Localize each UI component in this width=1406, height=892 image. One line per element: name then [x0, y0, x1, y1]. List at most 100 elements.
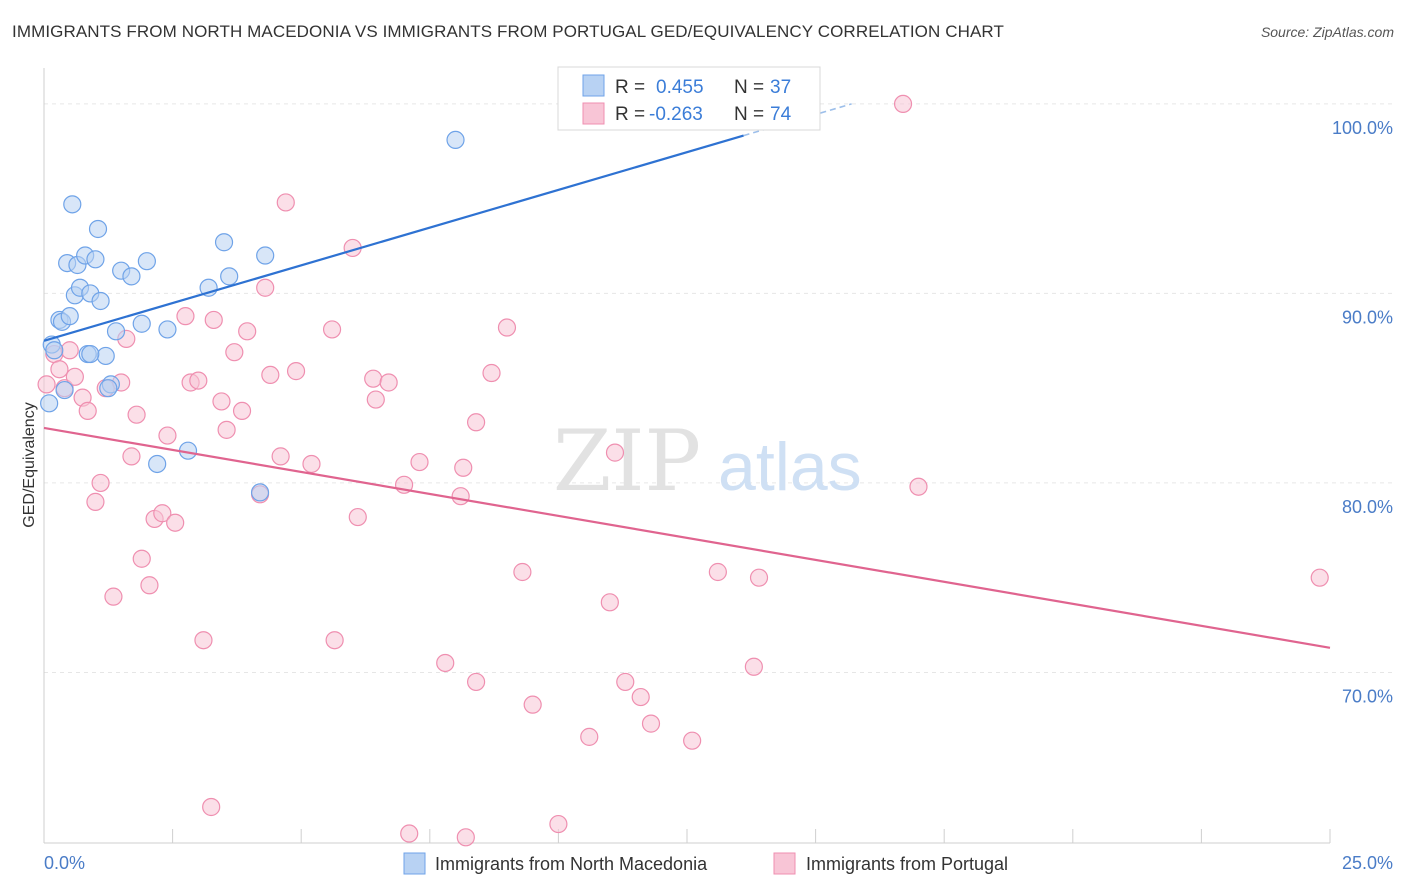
stats-legend-swatch-pink [582, 102, 605, 125]
stats-legend-r-label-pink: R = [615, 104, 645, 125]
portugal-point-31 [232, 401, 252, 421]
north-macedonia-point-7 [60, 307, 79, 326]
north-macedonia-point-30 [220, 267, 239, 286]
north-macedonia-point-18 [96, 346, 115, 366]
portugal-point-2 [50, 360, 69, 379]
watermark-zip: ZIP [553, 412, 701, 510]
portugal-point-67 [683, 731, 702, 750]
series-north-macedonia [40, 91, 743, 502]
portugal-point-60 [549, 814, 568, 834]
north-macedonia-point-8 [63, 195, 82, 214]
trend-lines [43, 103, 1331, 649]
north-macedonia-point-23 [132, 314, 151, 333]
portugal-point-27 [204, 310, 223, 330]
portugal-point-74 [1310, 568, 1329, 587]
y-tick-label-100: 100.0% [1332, 118, 1393, 138]
watermark-atlas: atlas [718, 429, 862, 505]
north-macedonia-point-25 [148, 454, 167, 474]
y-tick-label-70: 70.0% [1342, 686, 1393, 706]
portugal-point-0 [37, 375, 56, 394]
stats-legend-n-label-blue: N = [734, 77, 764, 98]
portugal-point-36 [271, 447, 290, 466]
portugal-point-68 [708, 562, 727, 582]
chart-title: IMMIGRANTS FROM NORTH MACEDONIA VS IMMIG… [12, 22, 1004, 41]
portugal-point-24 [189, 371, 208, 390]
portugal-point-50 [436, 653, 455, 673]
portugal-point-65 [631, 687, 650, 707]
portugal-point-44 [364, 369, 383, 388]
stats-legend-r-value-pink: -0.263 [649, 104, 703, 125]
portugal-point-34 [256, 278, 275, 297]
portugal-point-63 [605, 443, 625, 462]
portugal-point-8 [86, 492, 105, 511]
north-macedonia-point-20 [106, 322, 126, 341]
legend-label-north-macedonia: Immigrants from North Macedonia [435, 854, 708, 874]
portugal-point-32 [238, 322, 257, 341]
portugal-point-11 [104, 587, 123, 606]
y-axis-label: GED/Equivalency [21, 402, 38, 527]
portugal-point-45 [366, 390, 385, 409]
north-macedonia-point-15 [86, 250, 105, 269]
stats-legend-r-label-blue: R = [615, 77, 645, 98]
portugal-point-4 [60, 341, 79, 360]
stats-legend-n-value-pink: 74 [770, 104, 792, 125]
north-macedonia-point-16 [88, 219, 108, 239]
portugal-point-69 [744, 657, 763, 676]
stats-legend-r-value-blue: 0.455 [656, 77, 704, 98]
portugal-point-46 [379, 373, 398, 392]
north-macedonia-point-31 [250, 483, 270, 502]
x-axis-ticks [43, 829, 1331, 843]
portugal-point-54 [466, 413, 486, 432]
north-macedonia-point-5 [55, 380, 74, 400]
trend-portugal [43, 426, 1331, 649]
portugal-point-49 [410, 452, 429, 472]
north-macedonia-point-35 [99, 379, 118, 398]
stats-legend-swatch-blue [582, 74, 605, 97]
north-macedonia-point-2 [45, 341, 64, 360]
north-macedonia-point-29 [214, 233, 234, 252]
legend-swatch-portugal [773, 852, 796, 875]
portugal-point-38 [286, 362, 306, 381]
portugal-point-51 [451, 487, 470, 506]
trend-north-macedonia [43, 134, 744, 342]
chart-source: Source: ZipAtlas.com [1260, 24, 1394, 40]
portugal-point-15 [127, 405, 146, 424]
portugal-point-26 [202, 797, 221, 817]
portugal-point-61 [580, 727, 599, 746]
stats-legend-n-label-pink: N = [734, 104, 764, 125]
series-legend: Immigrants from North Macedonia Immigran… [403, 852, 1008, 875]
portugal-point-7 [78, 401, 97, 421]
portugal-point-19 [153, 504, 172, 523]
portugal-point-30 [225, 343, 244, 362]
portugal-point-5 [65, 367, 84, 386]
portugal-point-53 [456, 828, 475, 847]
portugal-point-39 [302, 454, 321, 474]
north-macedonia-point-33 [446, 130, 465, 150]
portugal-point-62 [600, 593, 619, 612]
trend-north-macedonia-extension [743, 103, 852, 137]
portugal-point-59 [523, 695, 542, 714]
portugal-point-57 [497, 318, 517, 337]
portugal-point-58 [513, 562, 532, 582]
portugal-point-37 [276, 193, 295, 212]
portugal-point-70 [749, 568, 769, 587]
y-tick-labels: 70.0% 80.0% 90.0% 100.0% [1332, 118, 1393, 707]
portugal-point-16 [132, 549, 151, 568]
portugal-point-52 [454, 458, 473, 477]
north-macedonia-point-0 [40, 394, 59, 413]
north-macedonia-point-32 [256, 246, 275, 265]
legend-swatch-north-macedonia [403, 852, 426, 875]
portugal-point-21 [166, 513, 185, 532]
x-tick-label-0: 0.0% [44, 853, 85, 873]
portugal-point-20 [158, 426, 177, 445]
portugal-point-73 [909, 477, 928, 496]
gridlines [44, 103, 1393, 673]
portugal-point-64 [616, 672, 635, 692]
portugal-point-22 [176, 307, 195, 326]
portugal-point-72 [893, 94, 913, 114]
stats-legend-n-value-blue: 37 [770, 77, 791, 98]
portugal-point-29 [217, 420, 236, 439]
y-tick-label-90: 90.0% [1342, 307, 1393, 327]
portugal-point-55 [466, 672, 486, 692]
